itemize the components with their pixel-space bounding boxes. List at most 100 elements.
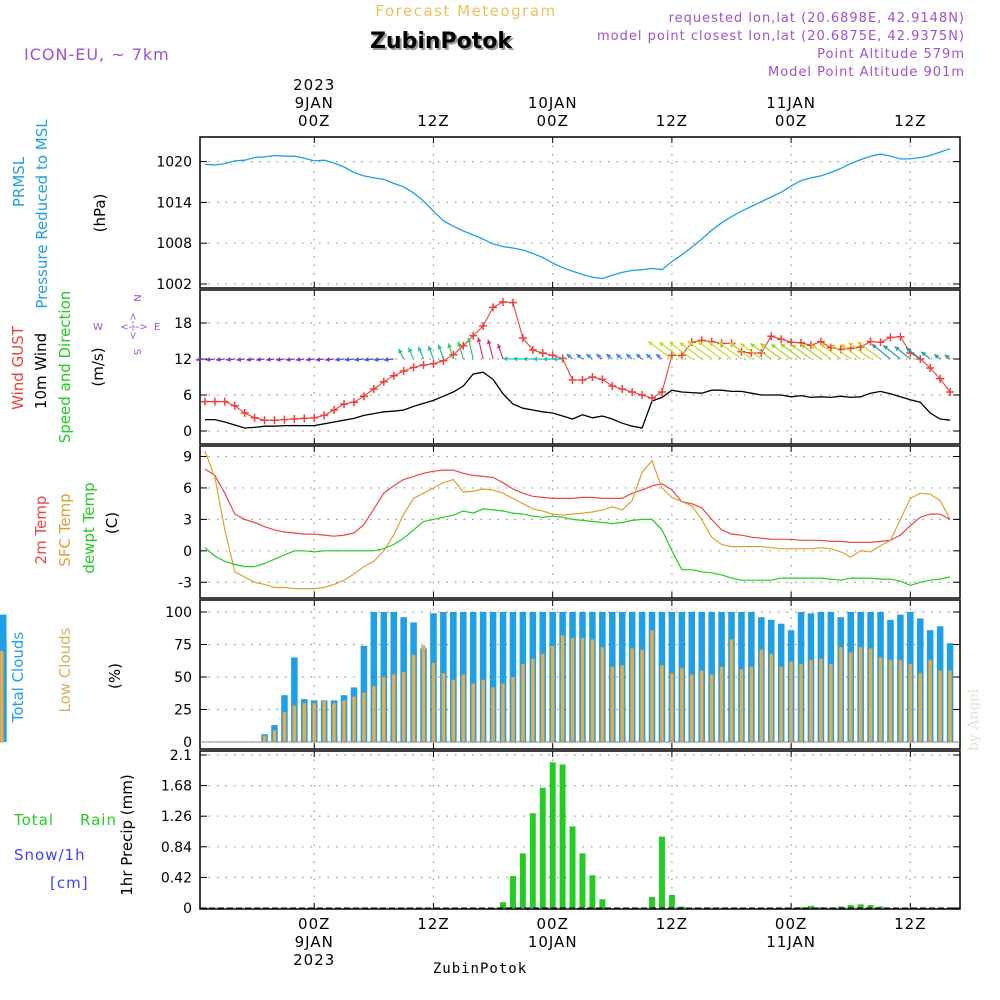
low-cloud-bar: [908, 663, 913, 743]
wind-ytick-label: 0: [183, 424, 192, 440]
low-cloud-bar: [361, 692, 366, 743]
gust-marker: [469, 331, 478, 340]
wind-ytick-label: 6: [183, 388, 192, 404]
low-cloud-bar: [749, 666, 754, 743]
wind-arrowhead: [266, 357, 271, 362]
wind-arrowhead: [811, 344, 817, 349]
gust-marker: [677, 351, 686, 360]
low-cloud-bar: [759, 649, 764, 743]
low-cloud-bar: [938, 670, 943, 743]
low-cloud-bar: [391, 674, 396, 743]
gust-marker: [359, 392, 368, 401]
rain-bar: [658, 836, 665, 908]
wind-arrow: [728, 342, 752, 360]
wind-arrowhead: [383, 357, 389, 362]
precip-labels: Total Rain Snow/1h [cm] 1hr Precip (mm): [13, 774, 136, 895]
prmsl-label: PRMSL: [10, 156, 28, 207]
wind-arrowhead: [718, 341, 724, 347]
clouds-ytick-label: 25: [174, 703, 192, 719]
rain-bar: [599, 899, 606, 908]
wind-arrowhead: [800, 344, 806, 349]
pressure-msl-label: Pressure Reduced to MSL: [33, 119, 51, 309]
wind10m-line: [205, 371, 951, 429]
gust-marker: [588, 373, 597, 381]
gust-marker: [648, 394, 657, 402]
compass-ew-arrows: <--->: [120, 322, 148, 333]
wind-frame: [199, 289, 961, 445]
rain-bar: [668, 894, 675, 908]
wind-arrowhead: [447, 343, 452, 349]
wind-arrow: [669, 341, 693, 360]
pressure-ytick-label: 1002: [156, 277, 192, 293]
precip-panel: 0 0.42 0.84 1.26 1.68 2.1: [161, 748, 961, 917]
pressure-ytick-label: 1008: [156, 236, 192, 252]
top-time-label: 12Z: [417, 112, 449, 130]
total-label: Total: [13, 811, 54, 829]
top-time-label: 00Z: [775, 112, 807, 130]
wind-arrowhead: [857, 341, 863, 347]
total-cloud-bar: [489, 612, 497, 742]
wind-arrowhead: [655, 354, 661, 359]
wind-arrowhead: [512, 356, 518, 362]
wind-arrowhead: [522, 356, 528, 362]
wind-arrowhead: [791, 344, 797, 349]
wind-arrowhead: [246, 357, 251, 362]
wind-arrowhead: [305, 357, 311, 362]
gust-label: Wind GUST: [9, 325, 27, 410]
low-cloud-bar: [868, 648, 873, 743]
low-cloud-bar: [371, 685, 376, 743]
gust-marker: [638, 391, 647, 399]
low-cloud-bar: [560, 635, 565, 743]
rain-bar: [559, 764, 566, 908]
low-cloud-bar: [898, 659, 903, 743]
wind-arrowhead: [740, 343, 746, 348]
wind-arrowhead: [596, 354, 602, 359]
low-cloud-bar: [709, 674, 714, 743]
low-cloud-bar: [312, 702, 317, 743]
clouds-ytick-label: 75: [174, 638, 192, 654]
gust-marker: [508, 298, 517, 307]
gust-marker: [896, 332, 905, 341]
wind-arrowhead: [679, 342, 685, 348]
wind-arrowhead: [586, 354, 592, 359]
low-cloud-bar: [610, 666, 615, 743]
low-cloud-bar: [262, 735, 267, 743]
wind-arrowhead: [820, 343, 826, 349]
compass-w: W: [93, 322, 103, 333]
wind-arrowhead: [894, 346, 900, 352]
pressure-line: [204, 148, 951, 280]
gust-marker: [926, 364, 935, 372]
top-time-label: 00Z: [298, 112, 330, 130]
pressure-frame: [199, 136, 961, 289]
gust-marker: [369, 385, 378, 393]
wind-arrowhead: [398, 348, 403, 354]
low-cloud-bar: [550, 645, 555, 743]
wind-arrowhead: [236, 357, 242, 362]
low-cloud-bar: [590, 639, 595, 743]
low-cloud-bar: [888, 659, 893, 743]
wind-arrow: [848, 342, 871, 360]
rain-bar: [509, 875, 516, 908]
rain-bar: [539, 787, 546, 908]
wind-arrow: [647, 340, 673, 360]
wind-arrowhead: [729, 342, 735, 348]
low-cloud-bar: [411, 654, 416, 743]
gust-marker: [667, 351, 676, 360]
precip-ytick-label: 0.42: [161, 870, 192, 886]
bottom-time-label: 00Z: [536, 915, 568, 933]
temp-labels: 2m Temp SFC Temp dewpt Temp (C): [32, 482, 121, 573]
sfc-temp-line: [204, 450, 951, 590]
low-cloud-bar: [878, 657, 883, 743]
gust-marker: [936, 374, 945, 383]
total-clouds-label: Total Clouds: [9, 632, 27, 724]
wind-arrowhead: [532, 356, 538, 362]
model-name: ICON-EU, ~ 7km: [24, 45, 170, 64]
low-clouds-label: Low Clouds: [56, 627, 74, 712]
clouds-ytick-label: 0: [183, 735, 192, 751]
low-cloud-bar: [838, 646, 843, 743]
gust-marker: [399, 367, 408, 375]
wind-arrow: [708, 341, 732, 360]
gust-marker: [389, 371, 398, 380]
top-time-label: 10JAN: [528, 94, 578, 112]
wind-arrow: [717, 341, 742, 360]
